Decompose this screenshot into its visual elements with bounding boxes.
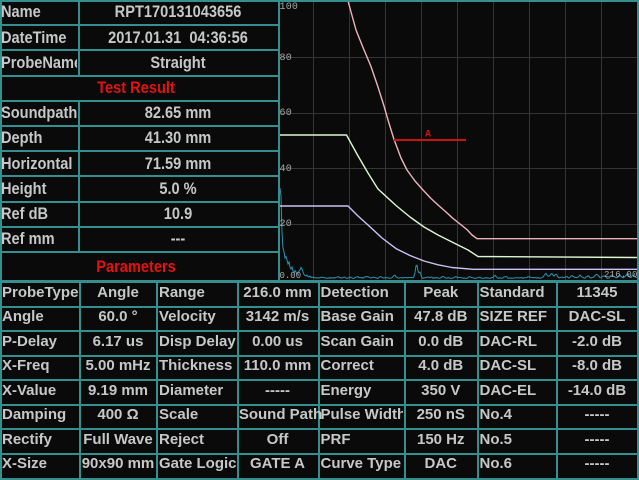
svg-text:A: A — [425, 130, 431, 141]
